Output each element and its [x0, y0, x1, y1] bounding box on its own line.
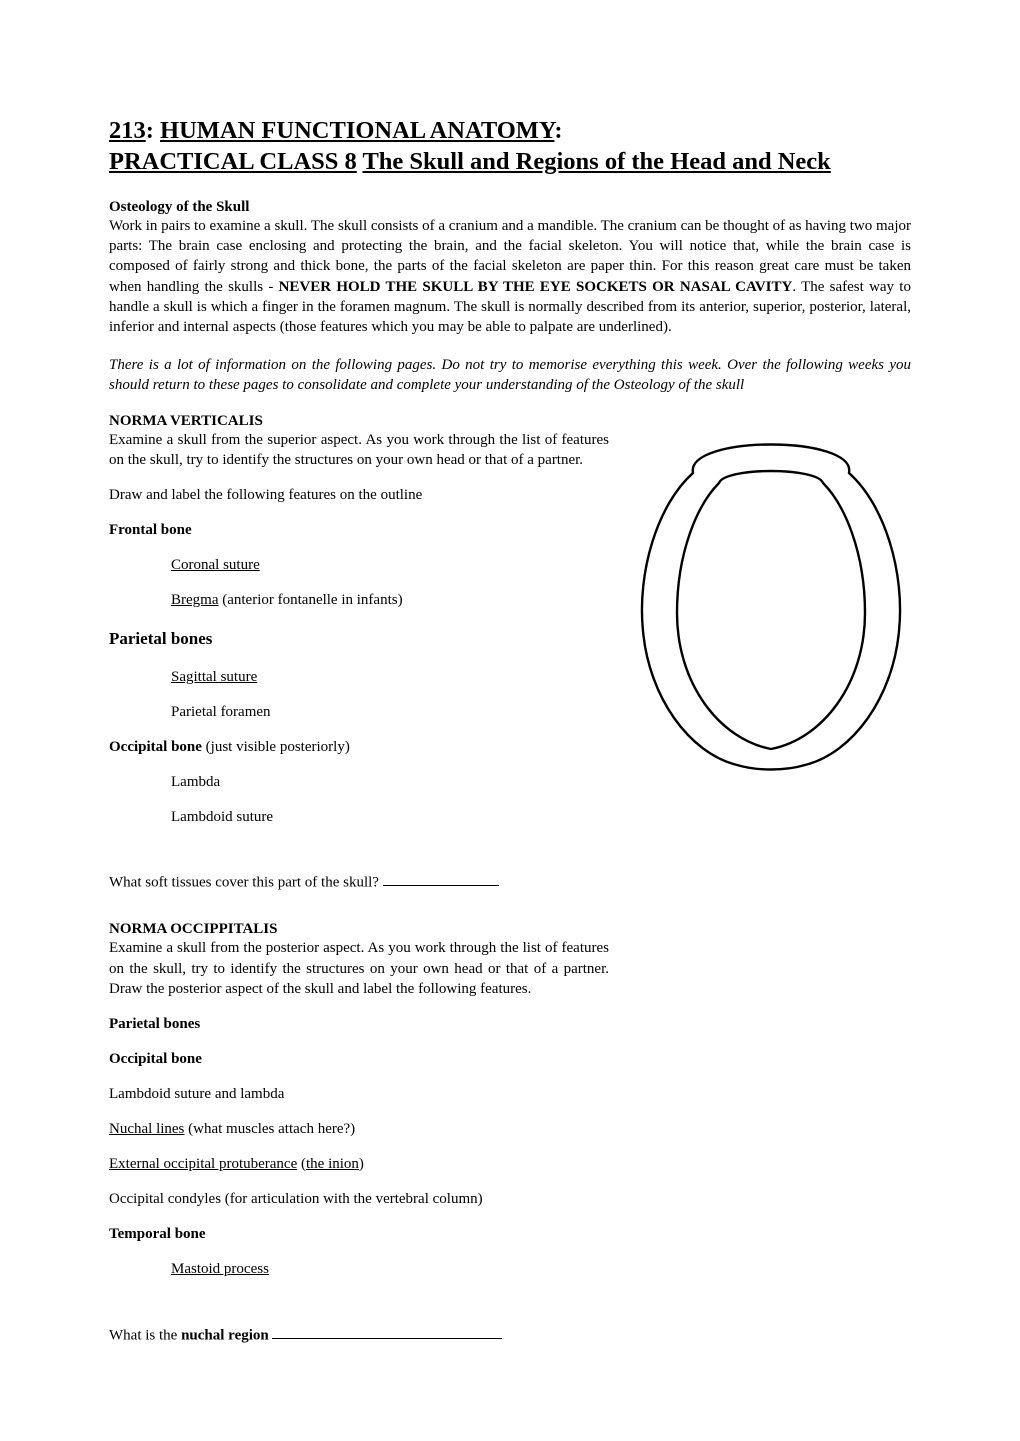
verticalis-occipitalis-block: NORMA VERTICALIS Examine a skull from th…	[109, 413, 911, 1360]
skull-inner-path	[677, 471, 865, 749]
occ-line-1: Occipital bone	[109, 1049, 609, 1069]
skull-outer-path	[642, 445, 900, 770]
parietal-bones-heading: Parietal bones	[109, 628, 609, 650]
osteology-section: Osteology of the Skull Work in pairs to …	[109, 199, 911, 395]
verticalis-question: What soft tissues cover this part of the…	[109, 871, 609, 892]
occipital-bone-line: Occipital bone (just visible posteriorly…	[109, 737, 609, 757]
verticalis-draw: Draw and label the following features on…	[109, 485, 609, 505]
frontal-bone-heading: Frontal bone	[109, 520, 609, 540]
occipitalis-question: What is the nuchal region	[109, 1324, 609, 1345]
osteology-heading: Osteology of the Skull	[109, 199, 911, 216]
title-practical: PRACTICAL CLASS 8	[109, 148, 357, 175]
skull-outline-svg	[621, 413, 911, 783]
title-subject: The Skull and Regions of the Head and Ne…	[362, 148, 830, 175]
title-code: 213	[109, 117, 146, 144]
osteology-bold-warning: NEVER HOLD THE SKULL BY THE EYE SOCKETS …	[279, 279, 793, 295]
occ-line-7: Mastoid process	[109, 1259, 609, 1279]
blank-field-1[interactable]	[383, 871, 499, 886]
skull-outline-figure	[617, 413, 911, 783]
frontal-item-1: Bregma (anterior fontanelle in infants)	[109, 590, 609, 610]
title-colon-1: :	[146, 117, 160, 144]
title-main: HUMAN FUNCTIONAL ANATOMY	[160, 117, 554, 144]
osteology-italic-note: There is a lot of information on the fol…	[109, 355, 911, 395]
osteology-paragraph: Work in pairs to examine a skull. The sk…	[109, 216, 911, 337]
occipitalis-heading: NORMA OCCIPPITALIS	[109, 921, 609, 938]
document-title: 213: HUMAN FUNCTIONAL ANATOMY: PRACTICAL…	[109, 116, 911, 177]
title-line-2: PRACTICAL CLASS 8 The Skull and Regions …	[109, 147, 911, 178]
parietal-item-1: Parietal foramen	[109, 702, 609, 722]
occipital-item-1: Lambdoid suture	[109, 807, 609, 827]
blank-field-2[interactable]	[272, 1324, 502, 1339]
title-line-1: 213: HUMAN FUNCTIONAL ANATOMY:	[109, 116, 911, 147]
occ-line-6: Temporal bone	[109, 1224, 609, 1244]
occ-line-4: External occipital protuberance (the ini…	[109, 1154, 609, 1174]
verticalis-heading: NORMA VERTICALIS	[109, 413, 609, 430]
parietal-item-0: Sagittal suture	[109, 667, 609, 687]
title-colon-2: :	[554, 117, 562, 144]
occipital-item-0: Lambda	[109, 772, 609, 792]
occ-line-2: Lambdoid suture and lambda	[109, 1084, 609, 1104]
occ-line-5: Occipital condyles (for articulation wit…	[109, 1189, 609, 1209]
occ-line-3: Nuchal lines (what muscles attach here?)	[109, 1119, 609, 1139]
frontal-item-0: Coronal suture	[109, 555, 609, 575]
page: 213: HUMAN FUNCTIONAL ANATOMY: PRACTICAL…	[0, 0, 1020, 1420]
verticalis-intro: Examine a skull from the superior aspect…	[109, 430, 609, 470]
occ-line-0: Parietal bones	[109, 1014, 609, 1034]
occipitalis-intro: Examine a skull from the posterior aspec…	[109, 938, 609, 998]
